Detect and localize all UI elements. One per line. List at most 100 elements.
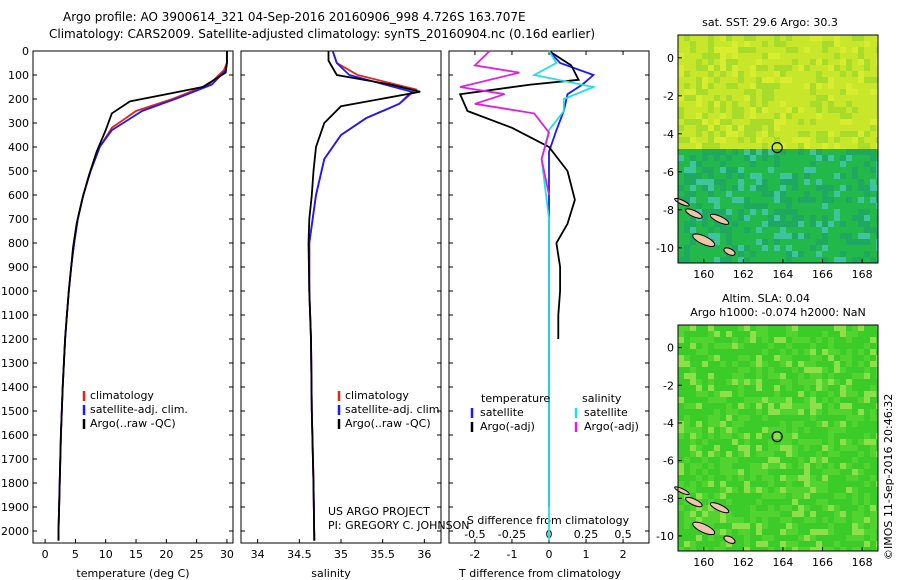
map-cell [852, 343, 858, 349]
map-cell [768, 107, 774, 113]
map-cell [780, 197, 786, 203]
map-cell [726, 65, 732, 71]
map-cell [810, 391, 816, 397]
map-cell [786, 505, 792, 511]
map-cell [774, 337, 780, 343]
map-cell [804, 385, 810, 391]
map-cell [678, 119, 684, 125]
map-cell [786, 107, 792, 113]
map-cell [846, 523, 852, 529]
map-cell [726, 349, 732, 355]
map-cell [756, 481, 762, 487]
map-cell [852, 415, 858, 421]
map-cell [810, 239, 816, 245]
map-cell [780, 523, 786, 529]
map-cell [702, 47, 708, 53]
map-cell [684, 439, 690, 445]
pressure-tick-label: 400 [8, 141, 29, 154]
map-cell [846, 119, 852, 125]
map-cell [768, 403, 774, 409]
map-cell [828, 89, 834, 95]
map-cell [678, 547, 684, 551]
map-cell [768, 65, 774, 71]
map-cell [846, 245, 852, 251]
map-cell [828, 47, 834, 53]
map-cell [708, 149, 714, 155]
map-cell [834, 125, 840, 131]
map-cell [690, 379, 696, 385]
map-cell [780, 179, 786, 185]
map-cell [684, 71, 690, 77]
map-cell [768, 245, 774, 251]
map-cell [768, 493, 774, 499]
map-cell [840, 137, 846, 143]
map-cell [834, 499, 840, 505]
map-cell [732, 439, 738, 445]
map-cell [840, 331, 846, 337]
map-cell [798, 209, 804, 215]
map-cell [810, 89, 816, 95]
map-cell [834, 391, 840, 397]
map-cell [690, 511, 696, 517]
map-cell [768, 71, 774, 77]
map-cell [870, 215, 876, 221]
map-cell [780, 499, 786, 505]
map-cell [678, 403, 684, 409]
map-cell [732, 331, 738, 337]
map-cell [846, 101, 852, 107]
map-cell [810, 325, 816, 331]
map-cell [822, 373, 828, 379]
map-cell [852, 179, 858, 185]
map-cell [702, 143, 708, 149]
map-cell [678, 469, 684, 475]
map-cell [858, 95, 864, 101]
map-cell [810, 107, 816, 113]
map-cell [822, 209, 828, 215]
map-cell [678, 427, 684, 433]
map-cell [828, 227, 834, 233]
map-cell [828, 95, 834, 101]
map-cell [720, 409, 726, 415]
map-cell [816, 59, 822, 65]
map-cell [816, 433, 822, 439]
map-cell [756, 119, 762, 125]
map-cell [714, 239, 720, 245]
map-cell [762, 215, 768, 221]
map-cell [876, 361, 878, 367]
map-cell [798, 433, 804, 439]
map-cell [786, 65, 792, 71]
map-cell [840, 529, 846, 535]
map-cell [792, 257, 798, 263]
map-cell [690, 107, 696, 113]
map-cell [768, 41, 774, 47]
map-cell [792, 113, 798, 119]
map-cell [702, 355, 708, 361]
map-cell [768, 391, 774, 397]
map-cell [690, 355, 696, 361]
map-cell [792, 451, 798, 457]
map-cell [780, 131, 786, 137]
map-cell [852, 83, 858, 89]
map-cell [768, 155, 774, 161]
map-cell [744, 215, 750, 221]
map-cell [684, 523, 690, 529]
map-cell [822, 529, 828, 535]
map-cell [690, 409, 696, 415]
map-cell [732, 391, 738, 397]
map-cell [870, 403, 876, 409]
map-cell [726, 361, 732, 367]
map-cell [810, 167, 816, 173]
salinity-series-line [307, 51, 421, 541]
map-cell [684, 119, 690, 125]
map-cell [876, 161, 878, 167]
map-cell [780, 65, 786, 71]
temperature-legend-entry: climatology [90, 389, 154, 402]
map-cell [852, 41, 858, 47]
map-cell [870, 179, 876, 185]
map-cell [828, 355, 834, 361]
map-cell [684, 505, 690, 511]
map-cell [774, 463, 780, 469]
map-cell [828, 221, 834, 227]
map-cell [756, 167, 762, 173]
map-cell [780, 227, 786, 233]
